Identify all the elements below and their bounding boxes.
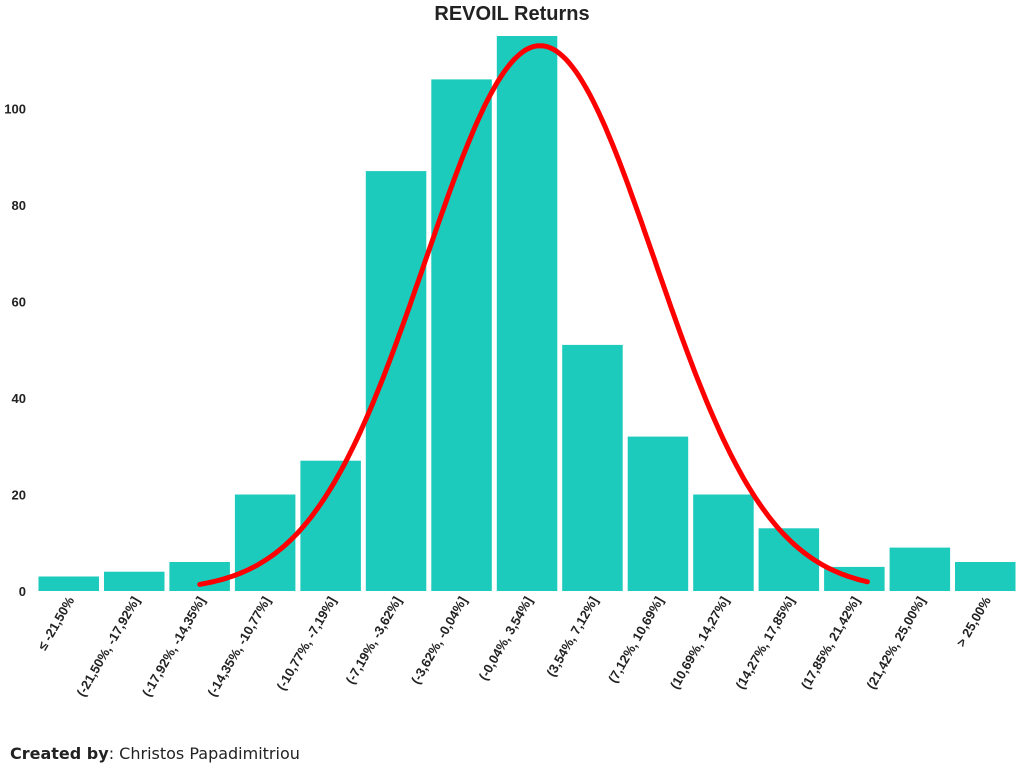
histogram-bar — [300, 460, 361, 591]
x-tick-label: (7,12%, 10,69%] — [605, 594, 666, 685]
y-tick-label: 40 — [12, 391, 26, 406]
normal-distribution-curve — [197, 43, 870, 587]
x-tick-label: (-14,35%, -10,77%] — [204, 594, 273, 699]
x-tick-label: (3,54%, 7,12%] — [543, 594, 601, 679]
credit-separator: : — [108, 744, 120, 763]
x-tick-label: (21,42%, 25,00%] — [863, 594, 928, 692]
histogram-bar — [38, 576, 99, 591]
histogram-bar — [627, 436, 689, 591]
y-tick-label: 20 — [12, 487, 26, 502]
x-tick-label: > 25,00% — [953, 594, 994, 650]
x-tick-label: (-0,04%, 3,54%] — [476, 594, 536, 683]
y-tick-label: 60 — [12, 294, 26, 309]
x-tick-label: (-21,50%, -17,92%] — [73, 594, 142, 699]
x-axis: ≤ -21,50%(-21,50%, -17,92%](-17,92%, -14… — [35, 594, 994, 700]
x-tick-label: (-3,62%, -0,04%] — [408, 594, 470, 687]
credit-label: Created by — [10, 744, 109, 763]
x-tick-label: (10,69%, 14,27%] — [667, 594, 732, 692]
x-tick-label: (-7,19%, -3,62%] — [343, 594, 405, 687]
histogram-bar — [365, 171, 427, 591]
histogram-bar — [496, 36, 558, 591]
y-tick-label: 80 — [12, 198, 26, 213]
x-tick-label: (-17,92%, -14,35%] — [139, 594, 208, 699]
histogram-bar — [562, 344, 623, 591]
credit-line: Created by: Christos Papadimitriou — [10, 744, 300, 763]
histogram-bar — [889, 547, 951, 591]
x-tick-label: ≤ -21,50% — [35, 594, 78, 653]
y-axis: 0 20 40 60 80 100 — [4, 101, 26, 599]
x-tick-label: (-10,77%, -7,19%] — [273, 594, 339, 693]
credit-author: Christos Papadimitriou — [119, 744, 300, 763]
normal-curve-group — [197, 43, 870, 587]
x-tick-label: (14,27%, 17,85%] — [732, 594, 797, 692]
histogram-bar — [955, 562, 1016, 591]
histogram-bar — [693, 494, 754, 591]
y-tick-label: 0 — [19, 584, 26, 599]
histogram-bar — [104, 571, 165, 591]
chart-title: REVOIL Returns — [434, 3, 589, 25]
bars-group — [38, 36, 1016, 592]
x-tick-label: (17,85%, 21,42%] — [798, 594, 863, 692]
y-tick-label: 100 — [4, 101, 26, 116]
